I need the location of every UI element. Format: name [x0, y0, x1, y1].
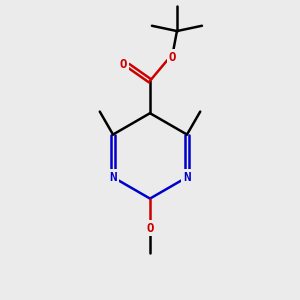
Text: N: N [183, 171, 191, 184]
Text: O: O [119, 58, 127, 70]
Text: N: N [109, 171, 117, 184]
Text: O: O [169, 51, 176, 64]
Text: O: O [146, 221, 154, 235]
